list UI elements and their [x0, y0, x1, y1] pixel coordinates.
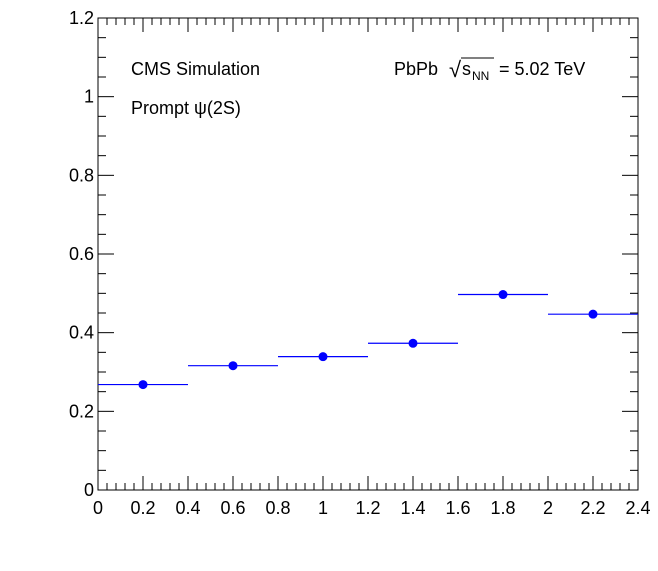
x-tick-labels: 0 0.2 0.4 0.6 0.8 1 1.2 1.4 1.6 1.8 2 2.2 2.4 [93, 498, 651, 518]
x-tick-label-10: 2 [543, 498, 553, 518]
annotation-particle: Prompt ψ(2S) [131, 98, 241, 118]
data-point-1 [228, 361, 238, 371]
x-tick-label-5: 1 [318, 498, 328, 518]
x-tick-label-7: 1.4 [400, 498, 425, 518]
data-point-4 [498, 290, 508, 300]
y-tick-label-2: 0.4 [69, 323, 94, 343]
x-tick-label-9: 1.8 [490, 498, 515, 518]
x-tick-label-8: 1.6 [445, 498, 470, 518]
annotation-energy-value: = 5.02 TeV [499, 59, 585, 79]
data-point-2 [318, 352, 328, 362]
x-tick-label-0: 0 [93, 498, 103, 518]
axis-ticks [97, 17, 639, 491]
x-tick-label-11: 2.2 [580, 498, 605, 518]
data-point-3 [408, 338, 418, 348]
annotation-experiment: CMS Simulation [131, 59, 260, 79]
y-tick-label-5: 1 [84, 87, 94, 107]
y-tick-label-6: 1.2 [69, 8, 94, 28]
x-tick-label-6: 1.2 [355, 498, 380, 518]
y-tick-label-3: 0.6 [69, 244, 94, 264]
annotation-system: PbPb [394, 59, 438, 79]
x-tick-label-12: 2.4 [625, 498, 650, 518]
annotation-energy-var: s [462, 59, 471, 79]
data-point-0 [138, 380, 148, 390]
data-point-5 [588, 309, 598, 319]
x-tick-label-2: 0.4 [175, 498, 200, 518]
annotation-energy-sub: NN [472, 69, 489, 83]
x-tick-label-3: 0.6 [220, 498, 245, 518]
y-tick-label-4: 0.8 [69, 165, 94, 185]
y-tick-labels: 0 0.2 0.4 0.6 0.8 1 1.2 [69, 8, 94, 500]
y-tick-label-0: 0 [84, 480, 94, 500]
annotation-sqrt-symbol: √ [449, 57, 462, 82]
plot-frame [97, 17, 639, 491]
x-tick-label-1: 0.2 [130, 498, 155, 518]
data-points [98, 290, 638, 390]
x-tick-label-4: 0.8 [265, 498, 290, 518]
y-tick-label-1: 0.2 [69, 401, 94, 421]
